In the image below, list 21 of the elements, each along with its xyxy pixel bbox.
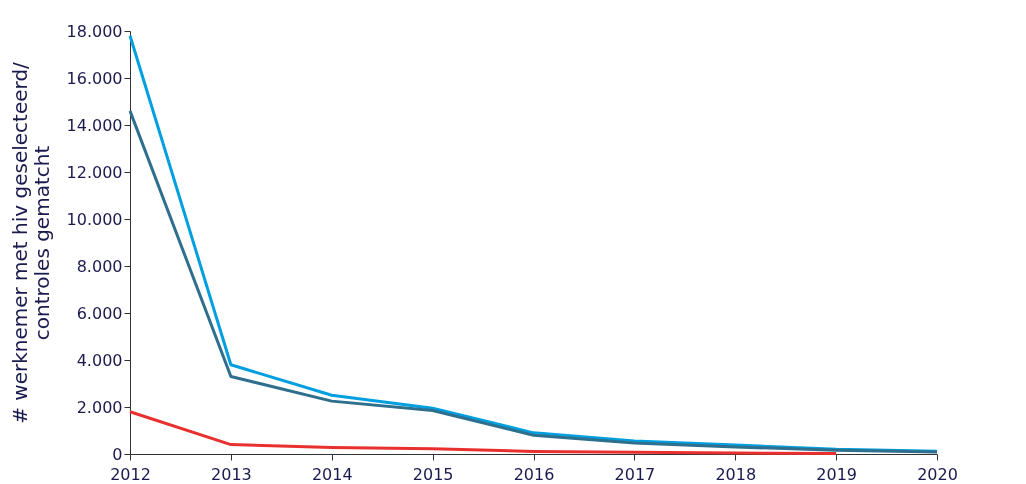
y-tick-label: 2.000 [76, 397, 123, 417]
x-tick-label: 2016 [513, 464, 555, 484]
y-axis-title: # werknemer met hiv geselecteerd/ controles gematcht [7, 61, 54, 424]
x-tick-label: 2013 [211, 464, 252, 484]
x-tick-label: 2019 [816, 464, 857, 484]
x-tick-label: 2014 [311, 464, 353, 484]
line-series [128, 410, 838, 456]
y-tick-label: 12.000 [66, 162, 123, 182]
y-tick-label: 0 [112, 444, 123, 464]
y-tick-label: 16.000 [66, 68, 123, 88]
x-tick-label: 2015 [412, 464, 454, 484]
x-tick-label: 2018 [715, 464, 757, 484]
y-tick-label: 8.000 [76, 256, 123, 276]
x-tick-label: 2012 [110, 464, 151, 484]
x-tick-label: 2017 [614, 464, 656, 484]
y-tick-label: 10.000 [66, 209, 123, 229]
y-tick-label: 6.000 [76, 303, 123, 323]
y-tick-label: 4.000 [76, 350, 123, 370]
x-tick-label: 2020 [917, 464, 958, 484]
y-tick-label: 14.000 [66, 115, 123, 135]
y-tick-label: 18.000 [66, 21, 123, 41]
